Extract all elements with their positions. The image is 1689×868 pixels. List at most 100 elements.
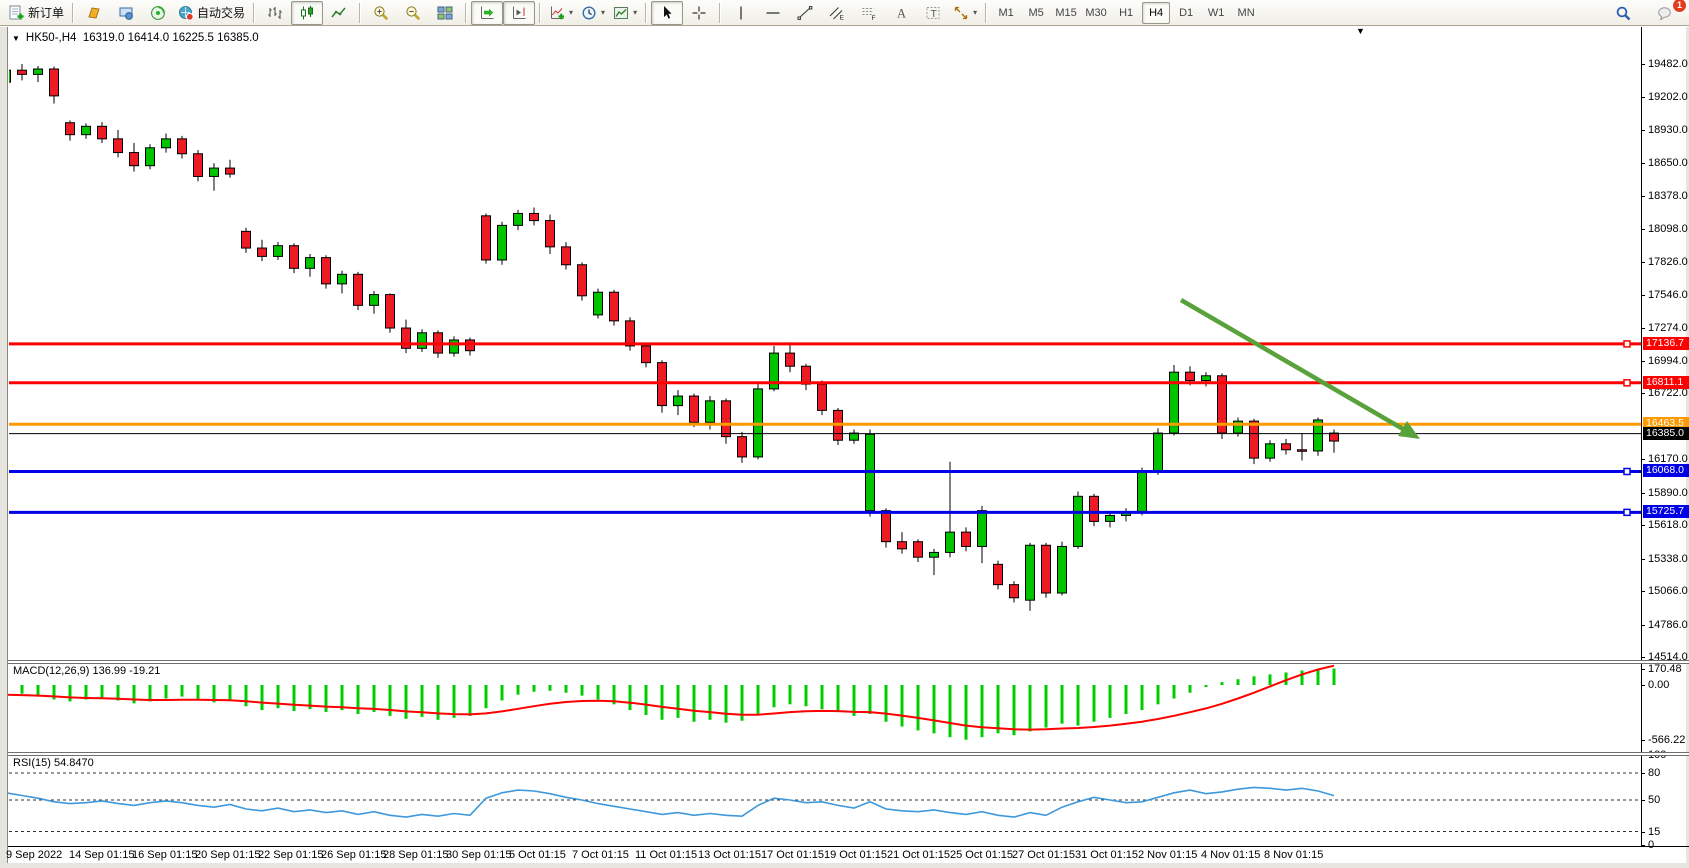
bars-icon (267, 5, 283, 21)
equidistant-channel-button[interactable]: E (821, 1, 853, 25)
level-price-badge: 15725.7 (1643, 505, 1689, 518)
chevron-down-icon[interactable]: ▾ (973, 8, 978, 17)
toolbar-separator (645, 2, 648, 23)
price-tick (1641, 196, 1645, 197)
vertical-line-button[interactable] (725, 1, 757, 25)
timeframe-m1-button[interactable]: M1 (998, 6, 1014, 19)
price-tick (1641, 295, 1645, 296)
price-tick (1641, 459, 1645, 460)
rsi-tick-label: 15 (1648, 826, 1661, 838)
time-axis-label: 19 Oct 01:15 (824, 849, 887, 861)
chart-title-dropdown-icon[interactable]: ▼ (12, 34, 20, 43)
timeframe-w1-button[interactable]: W1 (1207, 6, 1225, 19)
time-axis-label: 21 Oct 01:15 (887, 849, 950, 861)
bar-chart-button[interactable] (259, 1, 291, 25)
doc-plus-icon (8, 5, 25, 21)
auto-trading-button[interactable]: 自动交易 (174, 1, 249, 25)
arrows-button[interactable]: ▾ (949, 1, 981, 25)
timeframe-mn-button[interactable]: MN (1237, 6, 1255, 19)
timeframe-bar: M1 M5 M15 M30 H1 H4 D1 W1 MN (991, 1, 1261, 24)
indicators-button[interactable]: ▾ (545, 1, 577, 25)
cursor-button[interactable] (651, 0, 684, 25)
chart-symbol: HK50-,H4 (25, 32, 77, 44)
time-axis-label: 7 Oct 01:15 (572, 849, 629, 861)
time-axis-label: 4 Nov 01:15 (1201, 849, 1261, 861)
price-tick (1641, 361, 1645, 362)
auto-scroll-button[interactable] (471, 0, 504, 25)
price-tick (1641, 64, 1645, 65)
rsi-tick (1641, 773, 1645, 774)
time-axis-label: 20 Sep 01:15 (195, 849, 261, 861)
price-tick-label: 18098.0 (1648, 223, 1688, 235)
timeframe-m15-button[interactable]: M15 (1055, 6, 1077, 19)
window-right-edge (1686, 27, 1689, 868)
text-label-button[interactable]: T (917, 1, 949, 25)
rsi-panel-separator[interactable] (8, 752, 1689, 756)
trend-arrow[interactable] (1179, 298, 1420, 439)
macd-panel-separator[interactable] (8, 660, 1689, 664)
tile-windows-button[interactable] (429, 1, 461, 25)
chevron-down-icon[interactable]: ▾ (569, 8, 574, 17)
price-tick-label: 15066.0 (1648, 585, 1688, 597)
crosshair-button[interactable] (683, 1, 715, 25)
price-tick (1641, 559, 1645, 560)
chevron-down-icon[interactable]: ▾ (633, 8, 638, 17)
fibonacci-button[interactable]: F (853, 1, 885, 25)
chart-shift-button[interactable] (503, 0, 536, 25)
notifications-icon[interactable]: 1 (1649, 0, 1687, 25)
toolbar-separator (253, 2, 256, 23)
price-tick (1641, 229, 1645, 230)
time-axis-label: 27 Oct 01:15 (1012, 849, 1075, 861)
svg-text:A: A (897, 6, 906, 20)
price-tick (1641, 130, 1645, 131)
candles-layer (9, 64, 1339, 611)
window-left-edge (0, 27, 8, 868)
chevron-down-icon[interactable]: ▾ (601, 8, 606, 17)
cursor-icon (659, 5, 675, 21)
price-tick-label: 17546.0 (1648, 289, 1688, 301)
price-tick (1641, 525, 1645, 526)
autotrade-icon (178, 5, 194, 21)
signals-button[interactable] (142, 1, 174, 25)
zoom-out-button[interactable] (397, 1, 429, 25)
candlestick-chart-button[interactable] (291, 0, 324, 25)
notepad-button[interactable] (78, 1, 110, 25)
price-tick-label: 16994.0 (1648, 355, 1688, 367)
rsi-tick-label: 80 (1648, 767, 1661, 779)
rsi-layer (5, 772, 1641, 832)
macd-tick (1641, 685, 1645, 686)
signal-icon (150, 5, 166, 21)
timeframe-m5-button[interactable]: M5 (1028, 6, 1044, 19)
templates-button[interactable]: ▾ (609, 1, 641, 25)
rsi-tick (1641, 832, 1645, 833)
terminal-button[interactable] (110, 1, 142, 25)
horizontal-line-button[interactable] (757, 1, 789, 25)
text-button[interactable]: A (885, 1, 917, 25)
text-a-icon: A (893, 5, 909, 21)
price-levels-layer (9, 340, 1641, 517)
line-chart-button[interactable] (323, 1, 355, 25)
zoom-in-button[interactable] (365, 1, 397, 25)
periods-button[interactable]: ▾ (577, 1, 609, 25)
trendline-button[interactable] (789, 1, 821, 25)
timeframe-d1-button[interactable]: D1 (1179, 6, 1194, 19)
new-order-label: 新订单 (28, 6, 65, 20)
timeframe-m30-button[interactable]: M30 (1085, 6, 1107, 19)
search-icon[interactable] (1607, 1, 1639, 25)
time-axis-label: 30 Sep 01:15 (446, 849, 512, 861)
new-order-button[interactable]: 新订单 (4, 1, 68, 25)
timeframe-h4-button[interactable]: H4 (1142, 1, 1171, 24)
hline-icon (765, 5, 781, 21)
timeframe-h1-button[interactable]: H1 (1119, 6, 1134, 19)
chart-shift-marker[interactable]: ▼ (1356, 26, 1365, 36)
price-tick (1641, 493, 1645, 494)
time-axis-label: 26 Sep 01:15 (321, 849, 387, 861)
chart-title[interactable]: ▼ HK50-,H4 16319.0 16414.0 16225.5 16385.… (12, 32, 259, 44)
time-axis-line (8, 846, 1689, 847)
level-price-badge: 16068.0 (1643, 464, 1689, 477)
ind-add-icon (549, 5, 565, 21)
rsi-tick-label: 0 (1648, 839, 1655, 851)
toolbar-separator (985, 2, 988, 23)
price-tick (1641, 328, 1645, 329)
